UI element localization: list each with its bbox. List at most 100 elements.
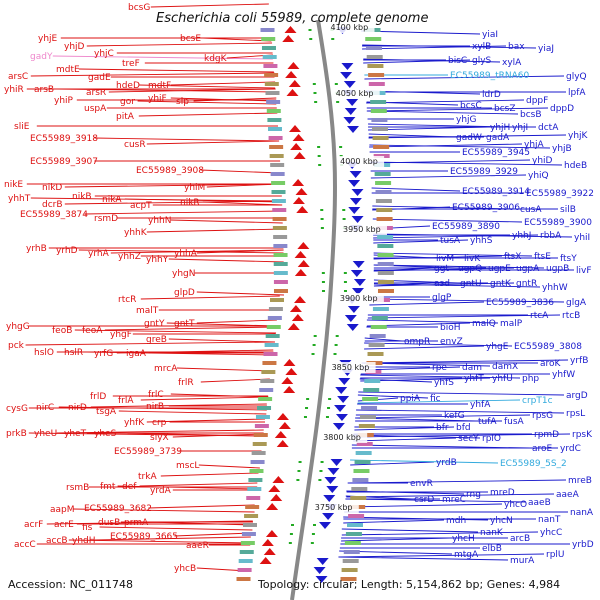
right-connector [371, 187, 461, 192]
left-strand-feature [293, 152, 306, 159]
right-connector [360, 374, 521, 379]
left-gene-label: rsmB [66, 483, 89, 493]
left-category-bar [238, 559, 253, 563]
right-gene-label: livF [576, 266, 592, 276]
gene-mark [336, 101, 340, 103]
left-category-bar [245, 505, 260, 509]
kbp-ticks: 4050 kbp 4000 kbp 3950 kbp 3900 kbp 3850 kbp… [312, 22, 387, 513]
right-gene-label: ftsX [504, 252, 521, 262]
left-category-bar [244, 514, 259, 518]
right-gene-label: bcsB [520, 110, 542, 120]
left-connector [99, 526, 253, 531]
left-gene-label: nirD [68, 403, 87, 413]
left-connector [116, 349, 274, 354]
right-category-bar [377, 271, 394, 275]
left-connector [170, 81, 276, 86]
right-category-bar [376, 217, 393, 221]
right-gene-label: EC55989_3914 [462, 187, 530, 197]
left-connector [172, 433, 264, 438]
tick-label-bg [328, 22, 375, 33]
right-connector [360, 377, 491, 382]
right-category-bar [348, 514, 365, 518]
gene-mark [306, 398, 310, 400]
right-category-bar [354, 460, 371, 464]
right-strand-feature [349, 198, 362, 205]
left-gene-label: greB [146, 335, 167, 345]
tick-label-bg [312, 502, 359, 513]
right-category-bar [364, 379, 381, 383]
right-category-bar [362, 397, 379, 401]
right-gene-label: php [522, 374, 539, 384]
right-gene-label: livM [436, 254, 454, 264]
right-category-bar [377, 235, 394, 239]
left-strand-feature [296, 206, 309, 213]
right-gene-label: ldrD [482, 90, 501, 100]
left-gene-label: EC55989_3874 [20, 210, 88, 220]
right-category-bar [350, 496, 367, 500]
right-connector [341, 531, 539, 536]
left-gene-label: frlD [90, 392, 106, 402]
right-gene-label: envR [410, 479, 433, 489]
gene-mark [320, 461, 324, 463]
right-gene-label: fic [430, 394, 441, 404]
left-strand-feature [263, 548, 276, 555]
gene-mark [320, 209, 324, 211]
gene-mark [335, 335, 339, 337]
right-connector [353, 437, 457, 442]
left-gene-label: yrhB [26, 244, 47, 254]
right-gene-label: elbB [482, 544, 502, 554]
right-strand-feature [351, 216, 364, 223]
right-connector [370, 161, 563, 166]
right-strand-feature [341, 63, 354, 70]
left-connector [170, 97, 277, 102]
right-connector [346, 493, 555, 498]
left-gene-label: feoA [82, 326, 103, 336]
right-gene-label: murA [510, 556, 535, 566]
right-connector [362, 45, 507, 50]
right-gene-label: lpfA [568, 88, 586, 98]
right-category-bar [377, 262, 394, 266]
right-connector [364, 345, 485, 350]
right-strand-feature [334, 405, 347, 412]
right-gene-label: damX [492, 362, 518, 372]
right-category-bar [341, 568, 358, 572]
left-strand-feature [287, 62, 300, 69]
left-connector [86, 42, 273, 47]
right-connector [346, 490, 465, 495]
left-gene-label: yrdA [150, 486, 172, 496]
right-gene-label: bisC [448, 56, 467, 66]
right-strand-feature [349, 171, 362, 178]
left-connector [196, 291, 285, 296]
right-gene-label: yhjK [568, 131, 589, 141]
right-gene-label: mreC [442, 495, 466, 505]
gene-mark [339, 146, 343, 148]
left-strand-feature [266, 503, 279, 510]
left-connector [46, 520, 253, 525]
left-category-bar [243, 523, 257, 527]
left-gene-label: acrF [24, 520, 43, 530]
left-connector [94, 137, 279, 142]
left-gene-label: def [122, 482, 137, 492]
right-gene-label: mtgA [454, 550, 479, 560]
left-category-bar [260, 28, 275, 32]
gene-mark [312, 83, 316, 85]
left-gene-label: EC55989_3665 [110, 532, 178, 542]
right-category-bar [368, 73, 385, 77]
right-connector [373, 264, 545, 269]
left-category-bar [260, 379, 275, 383]
left-gene-label: yhhZ [118, 252, 141, 262]
right-strand-feature [338, 378, 351, 385]
right-gene-label: yhjA [524, 140, 545, 150]
left-gene-label: yhhN [148, 216, 171, 226]
right-gene-label: EC55989_3900 [524, 218, 592, 228]
left-connector [58, 406, 267, 411]
left-strand-feature [290, 143, 303, 150]
right-category-bar [370, 109, 387, 113]
left-strand-feature [265, 530, 278, 537]
gene-mark [327, 407, 331, 409]
left-category-bar [264, 343, 279, 347]
right-gene-label: tufA [478, 417, 497, 427]
right-category-bar [371, 316, 388, 320]
left-category-bar [266, 325, 281, 329]
left-category-bar [248, 478, 263, 482]
